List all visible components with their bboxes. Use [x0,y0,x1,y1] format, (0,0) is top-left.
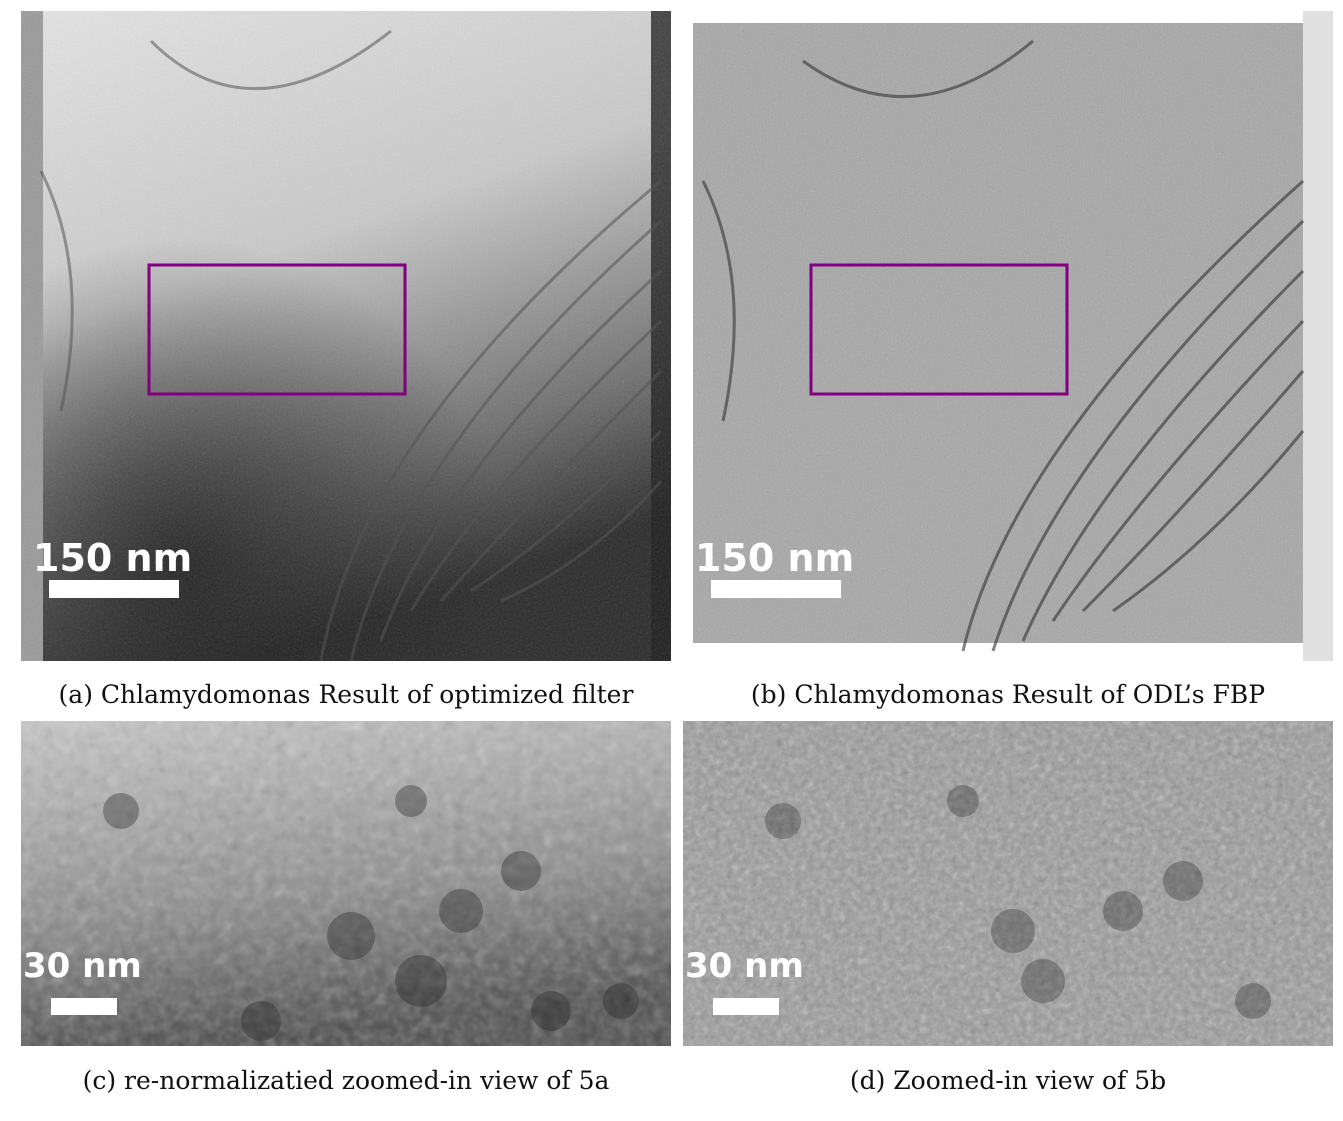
roi-box [147,263,407,396]
panel-c-svg: 30 nm [21,721,671,1046]
panel-d-image: 30 nm [683,721,1333,1046]
particle-blobs [765,785,1271,1019]
scale-bar-d [713,998,779,1015]
panel-a-svg: 150 nm [21,11,671,661]
caption-a: (a) Chlamydomonas Result of optimized fi… [58,680,634,709]
scale-bar-a [49,580,179,598]
scale-label-a: 150 nm [33,536,192,580]
membrane-lines [701,39,1305,652]
panel-c-image: 30 nm [21,721,671,1046]
panel-b-svg: 150 nm [683,11,1333,661]
scale-bar-c [51,998,117,1015]
panel-a-image: 150 nm [21,11,671,661]
panel-d-svg: 30 nm [683,721,1333,1046]
scale-label-b: 150 nm [695,536,854,580]
particle-blobs [103,785,639,1041]
scale-label-d: 30 nm [685,946,804,986]
caption-b: (b) Chlamydomonas Result of ODL’s FBP [750,680,1266,709]
panel-b-image: 150 nm [683,11,1333,661]
caption-c: (c) re-normalizatied zoomed-in view of 5… [82,1066,610,1095]
scale-bar-b [711,580,841,598]
caption-d: (d) Zoomed-in view of 5b [849,1066,1167,1095]
membrane-lines [39,29,663,661]
roi-box [809,263,1069,396]
scale-label-c: 30 nm [23,946,142,986]
